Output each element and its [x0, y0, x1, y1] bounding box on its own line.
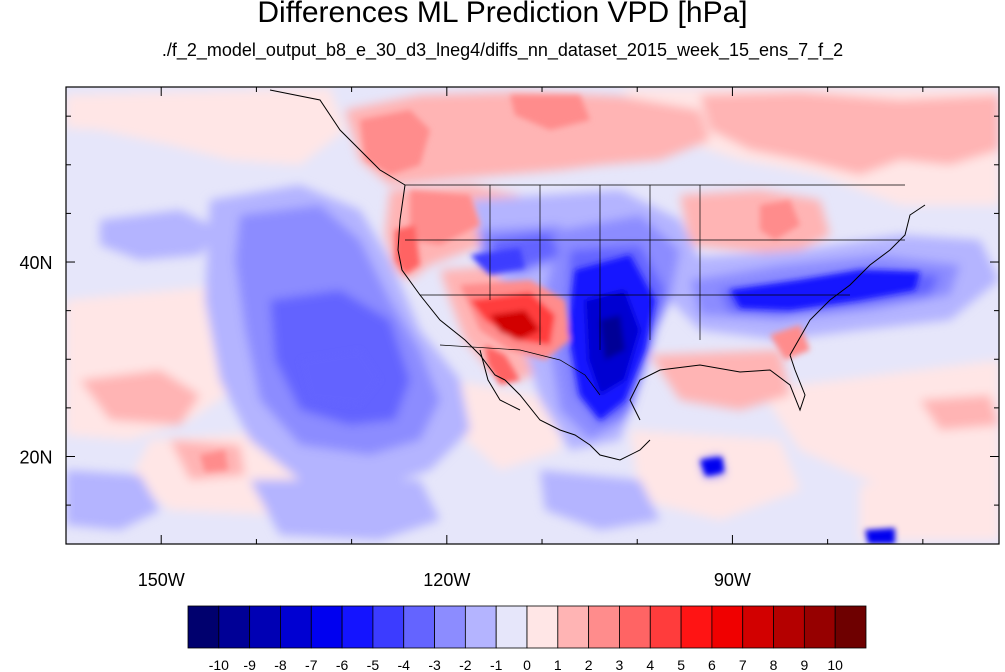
colorbar-swatch — [834, 605, 867, 649]
colorbar-label: -3 — [428, 657, 441, 672]
colorbar-label: 0 — [523, 657, 531, 672]
lon-tick-label: 120W — [423, 570, 470, 590]
colorbar-label: 10 — [827, 657, 843, 672]
colorbar-label: 7 — [739, 657, 747, 672]
lat-tick-label: 20N — [19, 447, 52, 467]
colorbar-label: 2 — [585, 657, 593, 672]
colorbar-swatch — [249, 605, 281, 649]
colorbar: -10 -9 -8 -7 -6 -5 -4 -3 -2 -1 0 1 2 3 4 5 6 7 8 9 10 — [187, 605, 867, 672]
colorbar-swatch — [557, 605, 590, 649]
colorbar-swatch — [218, 605, 251, 649]
colorbar-swatch — [341, 605, 374, 649]
colorbar-label: 6 — [708, 657, 716, 672]
colorbar-label: 1 — [554, 657, 562, 672]
strong-anomalies — [200, 95, 920, 544]
colorbar-label: -10 — [209, 657, 229, 672]
colorbar-label: -7 — [305, 657, 318, 672]
map-frame — [65, 86, 1000, 545]
lon-tick-label: 150W — [138, 570, 185, 590]
lat-tick-label: 40N — [19, 253, 52, 273]
colorbar-swatch — [403, 605, 435, 649]
colorbar-label: 5 — [677, 657, 685, 672]
axis-ticks: 150W 120W 90W 40N 20N — [19, 87, 999, 590]
coastlines — [269, 89, 926, 461]
map-subtitle: ./f_2_model_output_b8_e_30_d3_lneg4/diff… — [161, 40, 844, 60]
colorbar-swatch — [773, 605, 805, 649]
colorbar-label: -8 — [274, 657, 287, 672]
colorbar-swatch — [588, 605, 620, 649]
map-panel — [66, 87, 999, 544]
colorbar-label: 3 — [616, 657, 624, 672]
colorbar-label: -2 — [459, 657, 472, 672]
colorbar-swatch — [280, 605, 312, 649]
colorbar-swatch — [464, 605, 497, 649]
colorbar-swatch — [372, 605, 405, 649]
colorbar-label: -1 — [490, 657, 503, 672]
colorbar-swatch — [495, 605, 528, 649]
colorbar-swatch — [803, 605, 836, 649]
colorbar-swatch — [187, 605, 220, 649]
colorbar-swatch — [711, 605, 744, 649]
borders — [405, 184, 905, 396]
colorbar-label: -9 — [243, 657, 256, 672]
colorbar-swatch — [434, 605, 466, 649]
colorbar-label: 9 — [800, 657, 808, 672]
colorbar-label: -4 — [398, 657, 411, 672]
colorbar-swatch — [649, 605, 682, 649]
colorbar-swatch — [680, 605, 713, 649]
colorbar-swatch — [310, 605, 343, 649]
colorbar-swatch — [619, 605, 651, 649]
colorbar-swatch — [742, 605, 774, 649]
colorbar-label: -6 — [336, 657, 349, 672]
lon-tick-label: 90W — [714, 570, 751, 590]
colorbar-label: 8 — [770, 657, 778, 672]
colorbar-swatch — [526, 605, 559, 649]
colorbar-label: -5 — [367, 657, 380, 672]
colorbar-label: 4 — [646, 657, 654, 672]
map-title: Differences ML Prediction VPD [hPa] — [257, 0, 748, 29]
